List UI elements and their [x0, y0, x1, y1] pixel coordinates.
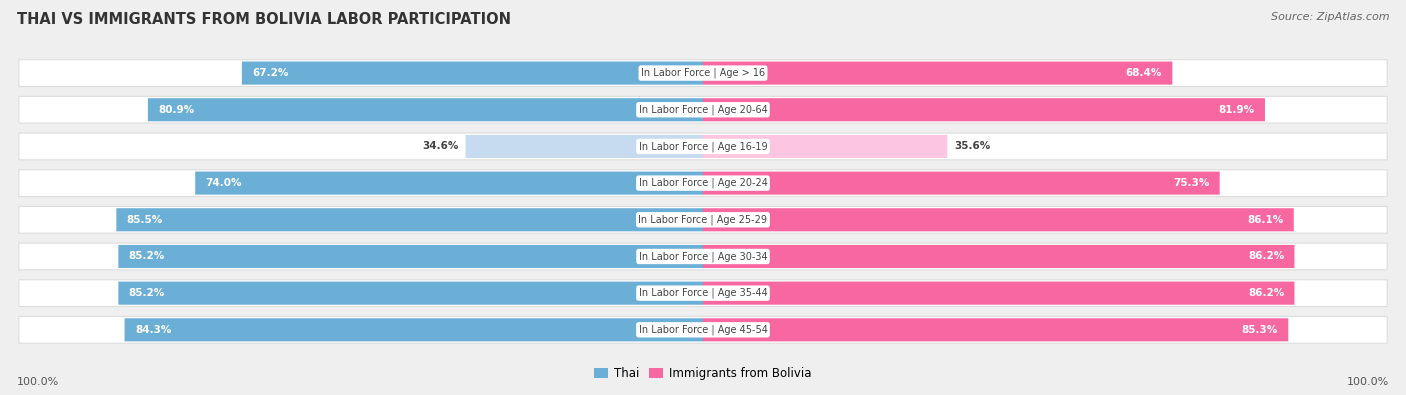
Text: Source: ZipAtlas.com: Source: ZipAtlas.com — [1271, 12, 1389, 22]
FancyBboxPatch shape — [117, 208, 703, 231]
Text: 74.0%: 74.0% — [205, 178, 242, 188]
FancyBboxPatch shape — [18, 170, 1388, 196]
Text: 86.2%: 86.2% — [1249, 288, 1284, 298]
FancyBboxPatch shape — [18, 280, 1388, 307]
Text: 81.9%: 81.9% — [1219, 105, 1254, 115]
Text: 35.6%: 35.6% — [955, 141, 990, 151]
FancyBboxPatch shape — [703, 62, 1173, 85]
Text: 100.0%: 100.0% — [17, 377, 59, 387]
Text: 85.5%: 85.5% — [127, 215, 163, 225]
Text: 86.2%: 86.2% — [1249, 252, 1284, 261]
Text: 85.3%: 85.3% — [1241, 325, 1278, 335]
Text: In Labor Force | Age 20-64: In Labor Force | Age 20-64 — [638, 105, 768, 115]
FancyBboxPatch shape — [703, 208, 1294, 231]
Text: 75.3%: 75.3% — [1173, 178, 1209, 188]
FancyBboxPatch shape — [703, 98, 1265, 121]
Text: In Labor Force | Age 35-44: In Labor Force | Age 35-44 — [638, 288, 768, 298]
Legend: Thai, Immigrants from Bolivia: Thai, Immigrants from Bolivia — [589, 363, 817, 385]
Text: In Labor Force | Age 25-29: In Labor Force | Age 25-29 — [638, 214, 768, 225]
FancyBboxPatch shape — [18, 133, 1388, 160]
FancyBboxPatch shape — [148, 98, 703, 121]
FancyBboxPatch shape — [118, 245, 703, 268]
FancyBboxPatch shape — [18, 243, 1388, 270]
Text: 86.1%: 86.1% — [1247, 215, 1284, 225]
FancyBboxPatch shape — [18, 207, 1388, 233]
Text: 84.3%: 84.3% — [135, 325, 172, 335]
Text: 80.9%: 80.9% — [159, 105, 194, 115]
FancyBboxPatch shape — [242, 62, 703, 85]
FancyBboxPatch shape — [125, 318, 703, 341]
Text: In Labor Force | Age > 16: In Labor Force | Age > 16 — [641, 68, 765, 78]
FancyBboxPatch shape — [703, 318, 1288, 341]
FancyBboxPatch shape — [703, 282, 1295, 305]
FancyBboxPatch shape — [118, 282, 703, 305]
FancyBboxPatch shape — [703, 171, 1219, 195]
Text: 68.4%: 68.4% — [1126, 68, 1161, 78]
FancyBboxPatch shape — [703, 245, 1295, 268]
Text: 34.6%: 34.6% — [422, 141, 458, 151]
FancyBboxPatch shape — [465, 135, 703, 158]
Text: 67.2%: 67.2% — [252, 68, 288, 78]
Text: In Labor Force | Age 20-24: In Labor Force | Age 20-24 — [638, 178, 768, 188]
Text: In Labor Force | Age 16-19: In Labor Force | Age 16-19 — [638, 141, 768, 152]
FancyBboxPatch shape — [703, 135, 948, 158]
FancyBboxPatch shape — [18, 60, 1388, 87]
Text: In Labor Force | Age 30-34: In Labor Force | Age 30-34 — [638, 251, 768, 262]
Text: In Labor Force | Age 45-54: In Labor Force | Age 45-54 — [638, 325, 768, 335]
Text: THAI VS IMMIGRANTS FROM BOLIVIA LABOR PARTICIPATION: THAI VS IMMIGRANTS FROM BOLIVIA LABOR PA… — [17, 12, 510, 27]
Text: 85.2%: 85.2% — [129, 288, 165, 298]
FancyBboxPatch shape — [195, 171, 703, 195]
Text: 85.2%: 85.2% — [129, 252, 165, 261]
FancyBboxPatch shape — [18, 316, 1388, 343]
Text: 100.0%: 100.0% — [1347, 377, 1389, 387]
FancyBboxPatch shape — [18, 96, 1388, 123]
